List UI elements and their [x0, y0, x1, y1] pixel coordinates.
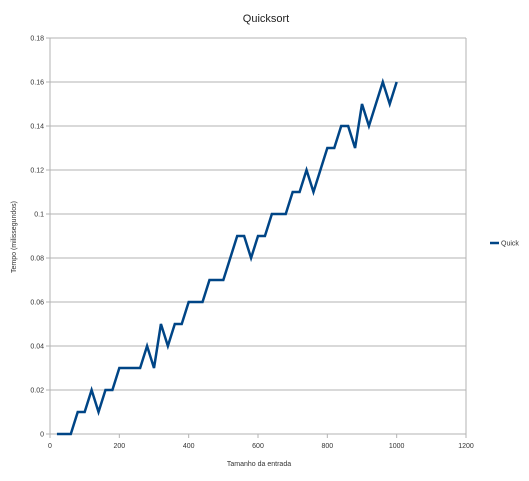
x-tick-label: 1000	[389, 443, 405, 450]
x-tick-label: 600	[252, 443, 264, 450]
legend: Quick	[490, 241, 519, 248]
x-axis-label: Tamanho da entrada	[227, 461, 291, 468]
x-tick-label: 200	[113, 443, 125, 450]
legend-label-quick: Quick	[501, 241, 519, 248]
y-axis-label: Tempo (milissegundos)	[11, 201, 18, 273]
axes	[46, 37, 467, 438]
y-tick-label: 0.08	[30, 256, 44, 263]
x-tick-label: 800	[321, 443, 333, 450]
y-tick-label: 0.18	[30, 36, 44, 43]
y-tick-label: 0.14	[30, 124, 44, 131]
y-tick-label: 0.16	[30, 80, 44, 87]
chart-title: Quicksort	[243, 13, 289, 25]
y-tick-label: 0.12	[30, 168, 44, 175]
y-tick-label: 0.02	[30, 388, 44, 395]
y-tick-label: 0.06	[30, 300, 44, 307]
y-tick-label: 0.04	[30, 344, 44, 351]
x-tick-labels: 0 200 400 600 800 1000 1200	[48, 443, 474, 450]
series-lines	[56, 77, 398, 436]
y-tick-labels: 0 0.02 0.04 0.06 0.08 0.1 0.12 0.14 0.16 0.18	[30, 36, 44, 439]
y-tick-label: 0	[40, 432, 44, 439]
gridlines	[50, 37, 466, 391]
y-tick-label: 0.1	[34, 212, 44, 219]
x-tick-label: 400	[183, 443, 195, 450]
x-tick-label: 0	[48, 443, 52, 450]
x-tick-label: 1200	[458, 443, 474, 450]
series-line-quick	[56, 77, 398, 436]
